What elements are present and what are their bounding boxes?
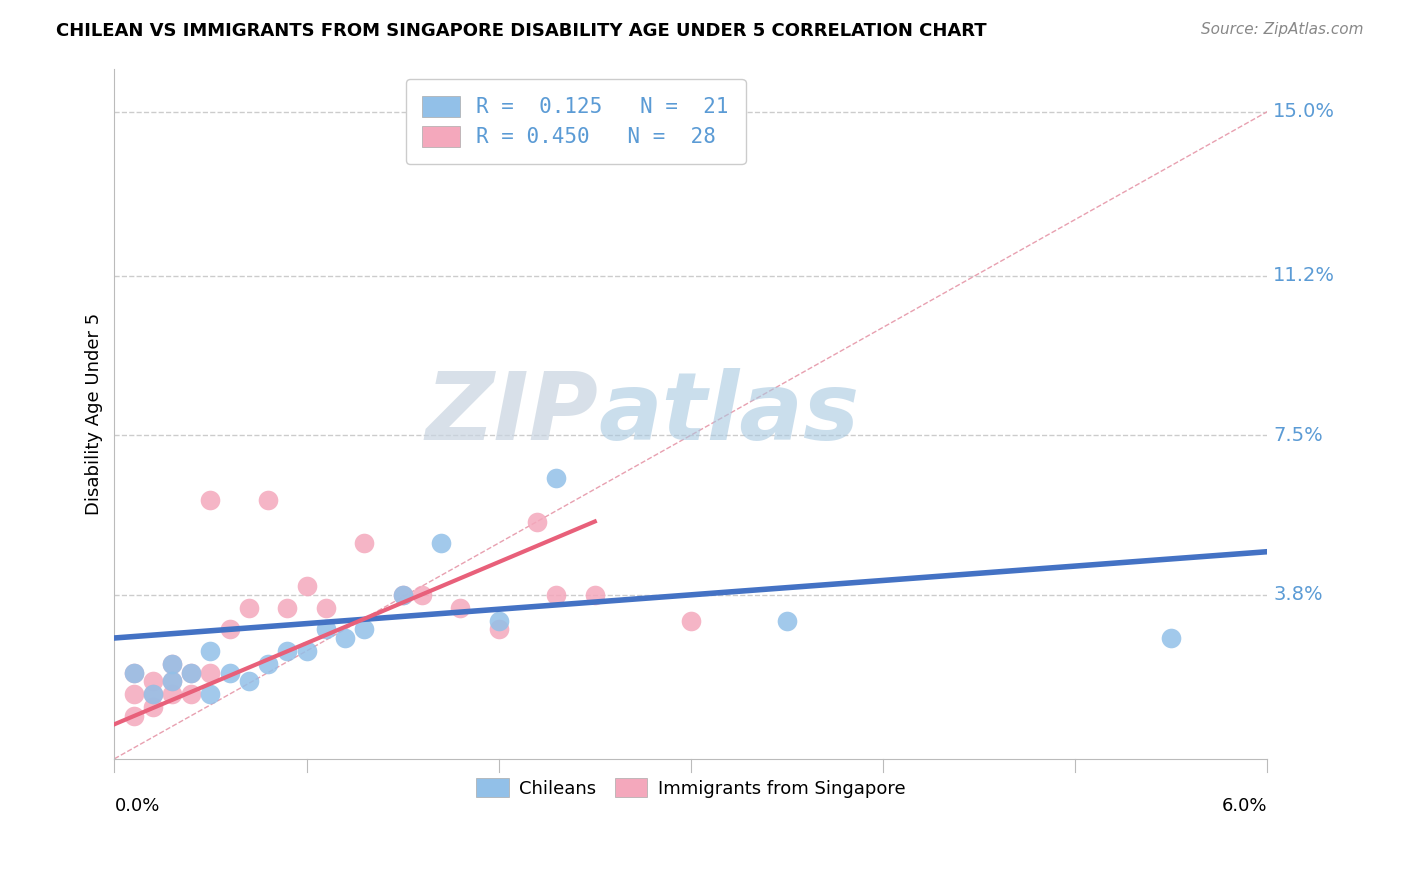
Point [488,623,510,637]
Point [526,515,548,529]
Point [122,665,145,680]
Text: CHILEAN VS IMMIGRANTS FROM SINGAPORE DISABILITY AGE UNDER 5 CORRELATION CHART: CHILEAN VS IMMIGRANTS FROM SINGAPORE DIS… [56,22,987,40]
Point [160,687,183,701]
Text: Source: ZipAtlas.com: Source: ZipAtlas.com [1201,22,1364,37]
Point [218,623,240,637]
Point [449,600,471,615]
Point [238,674,260,689]
Point [180,665,202,680]
Text: ZIP: ZIP [426,368,599,459]
Point [160,657,183,671]
Point [276,644,298,658]
Point [218,665,240,680]
Text: atlas: atlas [599,368,860,459]
Point [142,687,165,701]
Point [1160,631,1182,645]
Point [122,687,145,701]
Text: 11.2%: 11.2% [1272,266,1336,285]
Point [353,623,375,637]
Point [257,657,280,671]
Point [353,536,375,550]
Text: 0.0%: 0.0% [114,797,160,814]
Text: 6.0%: 6.0% [1222,797,1267,814]
Point [391,588,413,602]
Point [238,600,260,615]
Point [160,674,183,689]
Point [776,614,799,628]
Text: 15.0%: 15.0% [1272,103,1336,121]
Point [295,644,318,658]
Point [546,471,568,485]
Point [122,665,145,680]
Point [160,674,183,689]
Point [546,588,568,602]
Point [276,600,298,615]
Point [142,700,165,714]
Point [295,579,318,593]
Point [180,665,202,680]
Point [315,623,337,637]
Point [200,492,222,507]
Point [391,588,413,602]
Point [122,708,145,723]
Point [142,674,165,689]
Text: 3.8%: 3.8% [1272,585,1323,605]
Point [679,614,702,628]
Point [142,687,165,701]
Point [200,665,222,680]
Point [430,536,453,550]
Y-axis label: Disability Age Under 5: Disability Age Under 5 [86,312,103,515]
Point [160,657,183,671]
Point [488,614,510,628]
Legend: Chileans, Immigrants from Singapore: Chileans, Immigrants from Singapore [470,772,912,805]
Point [333,631,356,645]
Text: 7.5%: 7.5% [1272,425,1323,445]
Point [200,687,222,701]
Point [180,687,202,701]
Point [315,600,337,615]
Point [257,492,280,507]
Point [200,644,222,658]
Point [411,588,433,602]
Point [583,588,606,602]
